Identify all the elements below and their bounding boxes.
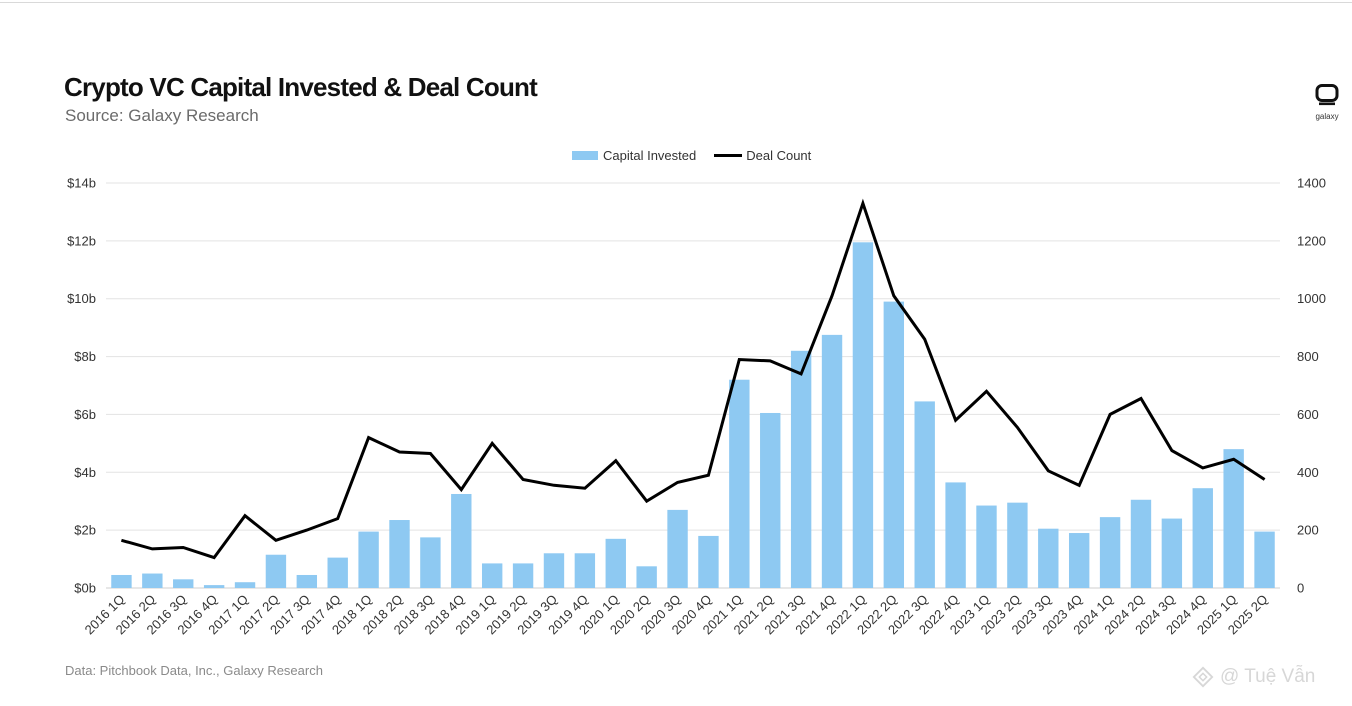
bar-capital-invested <box>1254 531 1275 588</box>
bar-capital-invested <box>1099 517 1121 588</box>
deal-count-line <box>120 198 1266 560</box>
y-right-tick-label: 1200 <box>1297 233 1326 248</box>
y-axis-left: $0b $2b $4b $6b $8b $10b $12b $14b <box>67 176 96 596</box>
bar-capital-invested <box>945 482 966 588</box>
top-divider <box>0 2 1352 3</box>
y-axis-right: 0 200 400 600 800 1000 1200 1400 <box>1297 176 1326 596</box>
chart-subtitle: Source: Galaxy Research <box>65 106 259 125</box>
bar-capital-invested <box>358 531 379 588</box>
bar-capital-invested <box>729 379 750 588</box>
y-right-tick-label: 200 <box>1297 523 1319 538</box>
watermark-text: @ Tuệ Vẫn <box>1220 666 1316 687</box>
galaxy-logo: galaxy <box>1312 84 1342 121</box>
binance-square-icon <box>1192 666 1214 688</box>
line-deal-count <box>120 198 1266 560</box>
legend-label-deals: Deal Count <box>746 147 812 163</box>
galaxy-logo-icon <box>1315 84 1339 106</box>
bar-capital-invested <box>667 509 688 588</box>
bar-capital-invested <box>852 242 874 588</box>
bar-capital-invested <box>327 557 348 588</box>
bar-capital-invested <box>698 535 719 588</box>
bar-capital-invested <box>543 553 565 588</box>
legend-label-capital: Capital Invested <box>603 147 697 163</box>
y-left-tick-label: $6b <box>74 407 96 422</box>
y-right-tick-label: 800 <box>1297 349 1319 364</box>
bar-capital-invested <box>574 553 596 588</box>
bar-capital-invested <box>605 538 626 588</box>
bar-capital-invested <box>203 585 225 588</box>
bar-capital-invested <box>821 334 843 588</box>
data-source-note: Data: Pitchbook Data, Inc., Galaxy Resea… <box>65 663 323 678</box>
bar-capital-invested <box>1038 528 1059 588</box>
bar-capital-invested <box>914 401 935 588</box>
bar-capital-invested <box>389 520 410 588</box>
bar-capital-invested <box>760 412 781 588</box>
bar-capital-invested <box>1161 518 1183 588</box>
bar-capital-invested <box>790 350 812 588</box>
bar-capital-invested <box>451 493 472 588</box>
bar-capital-invested <box>265 554 287 588</box>
bar-capital-invested <box>234 582 256 588</box>
bar-capital-invested <box>142 573 163 588</box>
bar-capital-invested <box>173 579 194 588</box>
bar-capital-invested <box>883 301 905 588</box>
bar-capital-invested <box>512 563 534 588</box>
y-left-tick-label: $14b <box>67 176 96 191</box>
bar-capital-invested <box>420 537 441 588</box>
watermark: @ Tuệ Vẫn <box>1192 666 1315 688</box>
bar-capital-invested <box>976 505 997 588</box>
y-left-tick-label: $10b <box>67 291 96 306</box>
chart-title: Crypto VC Capital Invested & Deal Count <box>64 72 538 102</box>
bar-capital-invested <box>1130 499 1152 588</box>
y-right-tick-label: 1000 <box>1297 291 1326 306</box>
y-right-tick-label: 0 <box>1297 581 1304 596</box>
bar-capital-invested <box>296 574 318 588</box>
y-left-tick-label: $8b <box>74 349 96 364</box>
bar-capital-invested <box>111 574 132 588</box>
y-right-tick-label: 600 <box>1297 407 1319 422</box>
bar-capital-invested <box>1068 533 1090 588</box>
bar-capital-invested <box>636 566 657 588</box>
legend-swatch-capital <box>572 150 598 160</box>
y-left-tick-label: $2b <box>74 523 96 538</box>
logo-text: galaxy <box>1315 112 1339 121</box>
y-right-tick-label: 1400 <box>1297 176 1326 191</box>
bar-capital-invested <box>1223 449 1244 588</box>
legend-swatch-deals <box>714 153 743 157</box>
bar-capital-invested <box>1192 488 1213 588</box>
bar-capital-invested <box>481 563 503 588</box>
y-left-tick-label: $4b <box>74 465 96 480</box>
chart-legend: Capital Invested Deal Count <box>572 146 811 164</box>
bars-capital-invested <box>111 242 1275 588</box>
y-right-tick-label: 400 <box>1297 465 1319 480</box>
bar-capital-invested <box>1007 502 1028 588</box>
y-left-tick-label: $12b <box>67 233 96 248</box>
y-left-tick-label: $0b <box>74 581 96 596</box>
